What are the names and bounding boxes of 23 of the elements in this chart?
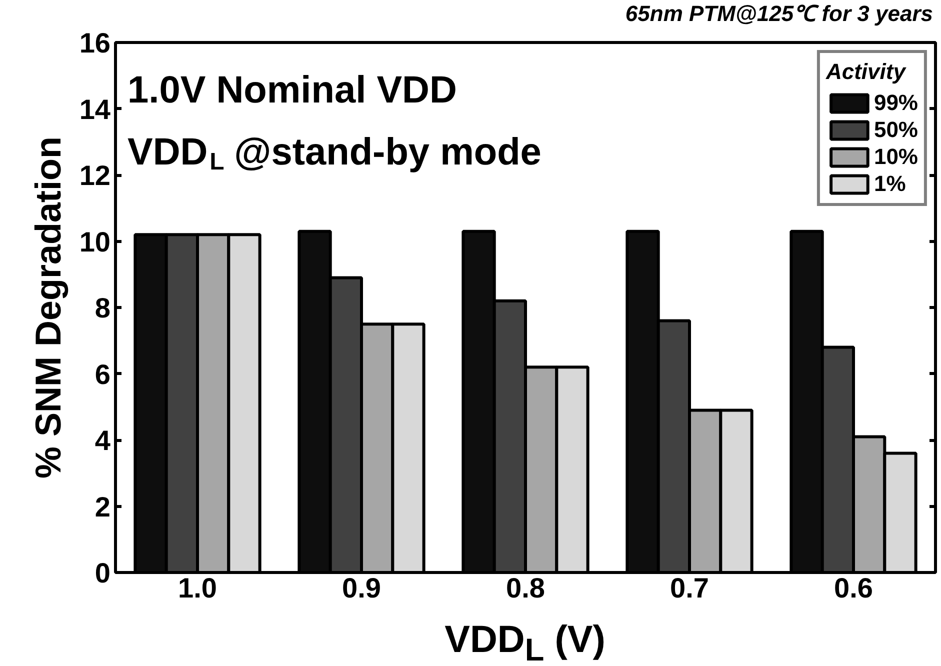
y-axis-title: % SNM Degradation bbox=[27, 136, 68, 479]
y-tick-label: 14 bbox=[79, 94, 111, 125]
y-tick-label: 10 bbox=[79, 226, 111, 258]
y-tick-label: 8 bbox=[94, 292, 111, 324]
x-tick-label: 1.0 bbox=[178, 572, 217, 604]
legend-title: Activity bbox=[826, 59, 908, 85]
x-tick-label: 0.8 bbox=[506, 572, 545, 604]
x-tick-label: 0.7 bbox=[670, 572, 709, 604]
text: 1.0V Nominal VDD bbox=[128, 70, 457, 112]
x-tick-label: 0.9 bbox=[342, 572, 381, 604]
legend-label: 1% bbox=[874, 171, 906, 197]
legend-label: 99% bbox=[874, 90, 918, 116]
y-tick-label: 16 bbox=[79, 28, 111, 58]
legend-label: 50% bbox=[874, 117, 918, 143]
x-axis-title: VDD$_{L}$ (V) bbox=[444, 619, 606, 666]
y-tick-label: 2 bbox=[94, 491, 111, 522]
x-tick-label: 0.6 bbox=[834, 572, 873, 604]
legend-label: 10% bbox=[874, 144, 918, 170]
text: 65nm PTM@125℃ for 3 years bbox=[624, 0, 933, 28]
y-tick-label: 6 bbox=[94, 358, 111, 390]
y-tick-label: 4 bbox=[94, 425, 111, 456]
y-tick-label: 0 bbox=[94, 558, 111, 588]
y-tick-label: 12 bbox=[79, 160, 111, 191]
